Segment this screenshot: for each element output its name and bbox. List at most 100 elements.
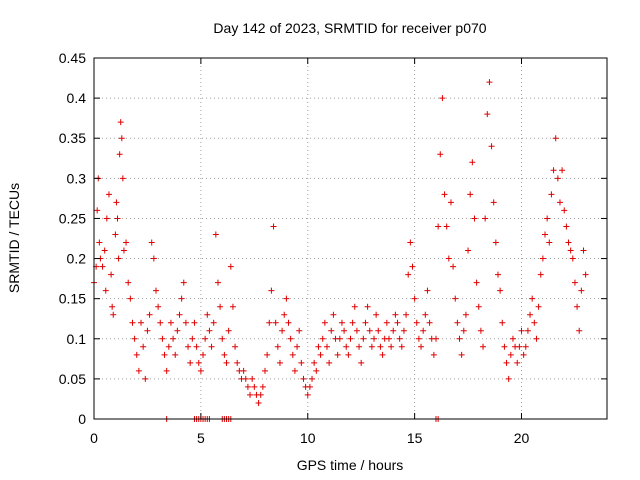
data-point — [441, 191, 448, 198]
data-point — [172, 351, 179, 358]
data-point — [529, 295, 536, 302]
data-point — [522, 343, 529, 350]
data-point — [454, 319, 461, 326]
data-marks — [91, 79, 589, 422]
data-point — [569, 255, 576, 262]
data-point — [223, 359, 230, 366]
y-tick-label: 0.3 — [67, 170, 87, 186]
data-point — [430, 351, 437, 358]
data-point — [415, 335, 422, 342]
data-point — [174, 327, 181, 334]
data-point — [571, 279, 578, 286]
data-point — [330, 311, 337, 318]
data-point — [328, 327, 335, 334]
data-point — [247, 391, 254, 398]
data-point — [135, 367, 142, 374]
data-point — [251, 383, 258, 390]
data-point — [578, 287, 585, 294]
data-point — [494, 271, 501, 278]
data-point — [375, 327, 382, 334]
data-point — [306, 383, 313, 390]
data-point — [345, 351, 352, 358]
data-point — [101, 247, 108, 254]
data-point — [323, 343, 330, 350]
data-point — [118, 135, 125, 142]
data-point — [533, 335, 540, 342]
data-point — [516, 343, 523, 350]
data-point — [507, 351, 514, 358]
data-point — [445, 255, 452, 262]
data-point — [509, 335, 516, 342]
data-point — [539, 255, 546, 262]
data-point — [283, 295, 290, 302]
data-point — [336, 335, 343, 342]
data-point — [563, 223, 570, 230]
data-point — [527, 311, 534, 318]
data-point — [206, 327, 213, 334]
data-point — [99, 263, 106, 270]
data-point — [191, 319, 198, 326]
data-point — [452, 295, 459, 302]
data-point — [119, 175, 126, 182]
data-point — [405, 271, 412, 278]
data-point — [439, 95, 446, 102]
data-point — [165, 343, 172, 350]
data-point — [291, 367, 298, 374]
data-point — [225, 327, 232, 334]
data-point — [456, 335, 463, 342]
x-axis-label: GPS time / hours — [297, 457, 404, 473]
data-point — [289, 351, 296, 358]
data-point — [131, 335, 138, 342]
data-point — [197, 367, 204, 374]
data-point — [264, 351, 271, 358]
data-point — [315, 343, 322, 350]
data-point — [257, 391, 264, 398]
data-point — [187, 359, 194, 366]
data-point — [505, 375, 512, 382]
data-point — [138, 319, 145, 326]
data-point — [576, 327, 583, 334]
data-point — [150, 255, 157, 262]
data-point — [458, 351, 465, 358]
data-point — [488, 143, 495, 150]
data-point — [311, 359, 318, 366]
data-point — [249, 375, 256, 382]
data-point — [304, 391, 311, 398]
data-point — [276, 359, 283, 366]
data-point — [262, 367, 268, 374]
data-point — [309, 375, 316, 382]
data-point — [266, 319, 273, 326]
data-point — [232, 343, 239, 350]
data-point — [270, 223, 277, 230]
data-point — [229, 303, 236, 310]
data-point — [210, 319, 217, 326]
data-point — [244, 383, 251, 390]
data-point — [214, 279, 221, 286]
plot-frame — [93, 57, 608, 420]
data-point — [313, 367, 320, 374]
data-point — [443, 223, 450, 230]
data-point — [535, 303, 542, 310]
data-point — [217, 303, 224, 310]
data-point — [471, 215, 478, 222]
data-point — [548, 191, 555, 198]
axis-ticks: 0 0.05 0.1 0.15 0.2 0.25 0.3 0.35 0.4 0.45 0 5 10 15 2… — [59, 50, 607, 446]
data-point — [514, 359, 521, 366]
data-point — [152, 287, 159, 294]
data-point — [221, 351, 228, 358]
y-tick-label: 0 — [78, 411, 86, 427]
data-point — [396, 335, 403, 342]
data-point — [144, 327, 151, 334]
data-point — [580, 247, 587, 254]
data-point — [296, 327, 303, 334]
data-point — [110, 311, 117, 318]
data-point — [503, 359, 510, 366]
data-point — [398, 343, 405, 350]
data-point — [200, 351, 207, 358]
data-point — [411, 295, 418, 302]
data-point — [148, 239, 155, 246]
data-point — [366, 327, 373, 334]
data-point — [437, 151, 444, 158]
data-point — [334, 351, 341, 358]
